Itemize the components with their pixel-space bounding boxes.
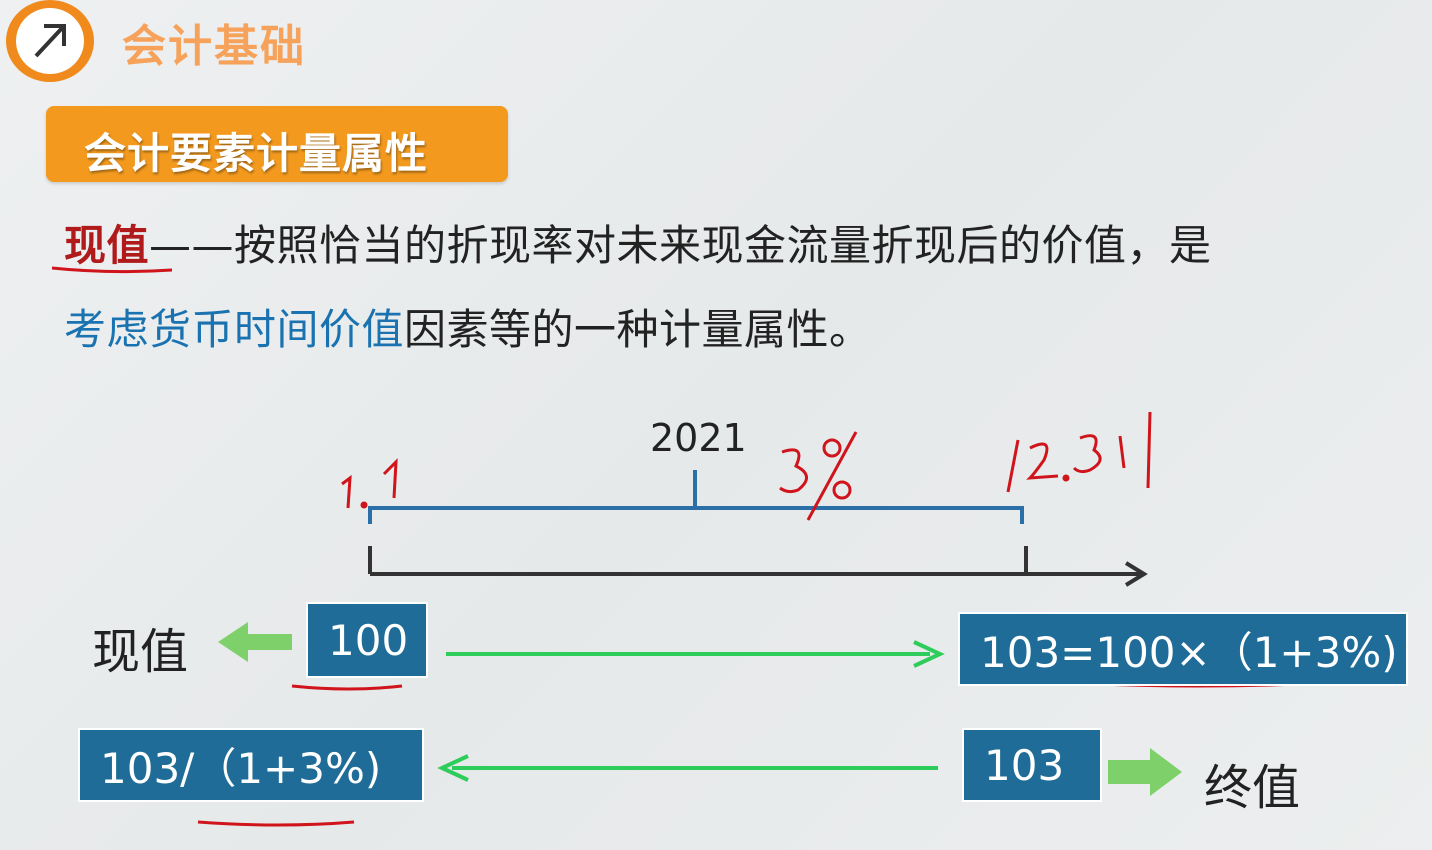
year-label: 2021 [650,416,747,460]
present-value-label: 现值 [92,624,189,680]
present-value-box: 100 [306,602,428,678]
term-underline [51,266,173,274]
future-value-box: 103 [962,728,1102,802]
definition-term: 现值 [64,221,150,270]
discount-underline [197,820,355,827]
year-bracket [368,506,1024,524]
course-title: 会计基础 [122,21,306,72]
section-badge: 会计要素计量属性 [46,106,508,182]
future-formula-box: 103=100×（1+3%) [958,612,1408,686]
green-right-arrow-icon [1108,748,1182,796]
compound-arrow [446,640,945,668]
definition-highlight: 考虑货币时间价值 [64,305,405,354]
diagonal-arrow-icon [34,24,66,58]
end-annotation [1006,411,1152,493]
rate-annotation [779,431,858,521]
definition-line2-rest: 因素等的一种计量属性。 [404,305,872,354]
green-left-arrow-icon [218,622,292,662]
logo [6,0,94,82]
future-value-label: 终值 [1204,760,1301,816]
timeline-arrowhead [1124,561,1148,587]
section-title: 会计要素计量属性 [84,129,429,178]
definition-line-2: 考虑货币时间价值因素等的一种计量属性。 [64,296,872,357]
definition-line-1: 现值——按照恰当的折现率对未来现金流量折现后的价值，是 [64,212,1212,273]
discount-formula-box: 103/（1+3%) [78,728,424,802]
start-annotation [341,458,398,509]
present-value-underline [291,684,403,691]
definition-line1-rest: ——按照恰当的折现率对未来现金流量折现后的价值，是 [149,221,1212,270]
discount-arrow [437,754,938,782]
